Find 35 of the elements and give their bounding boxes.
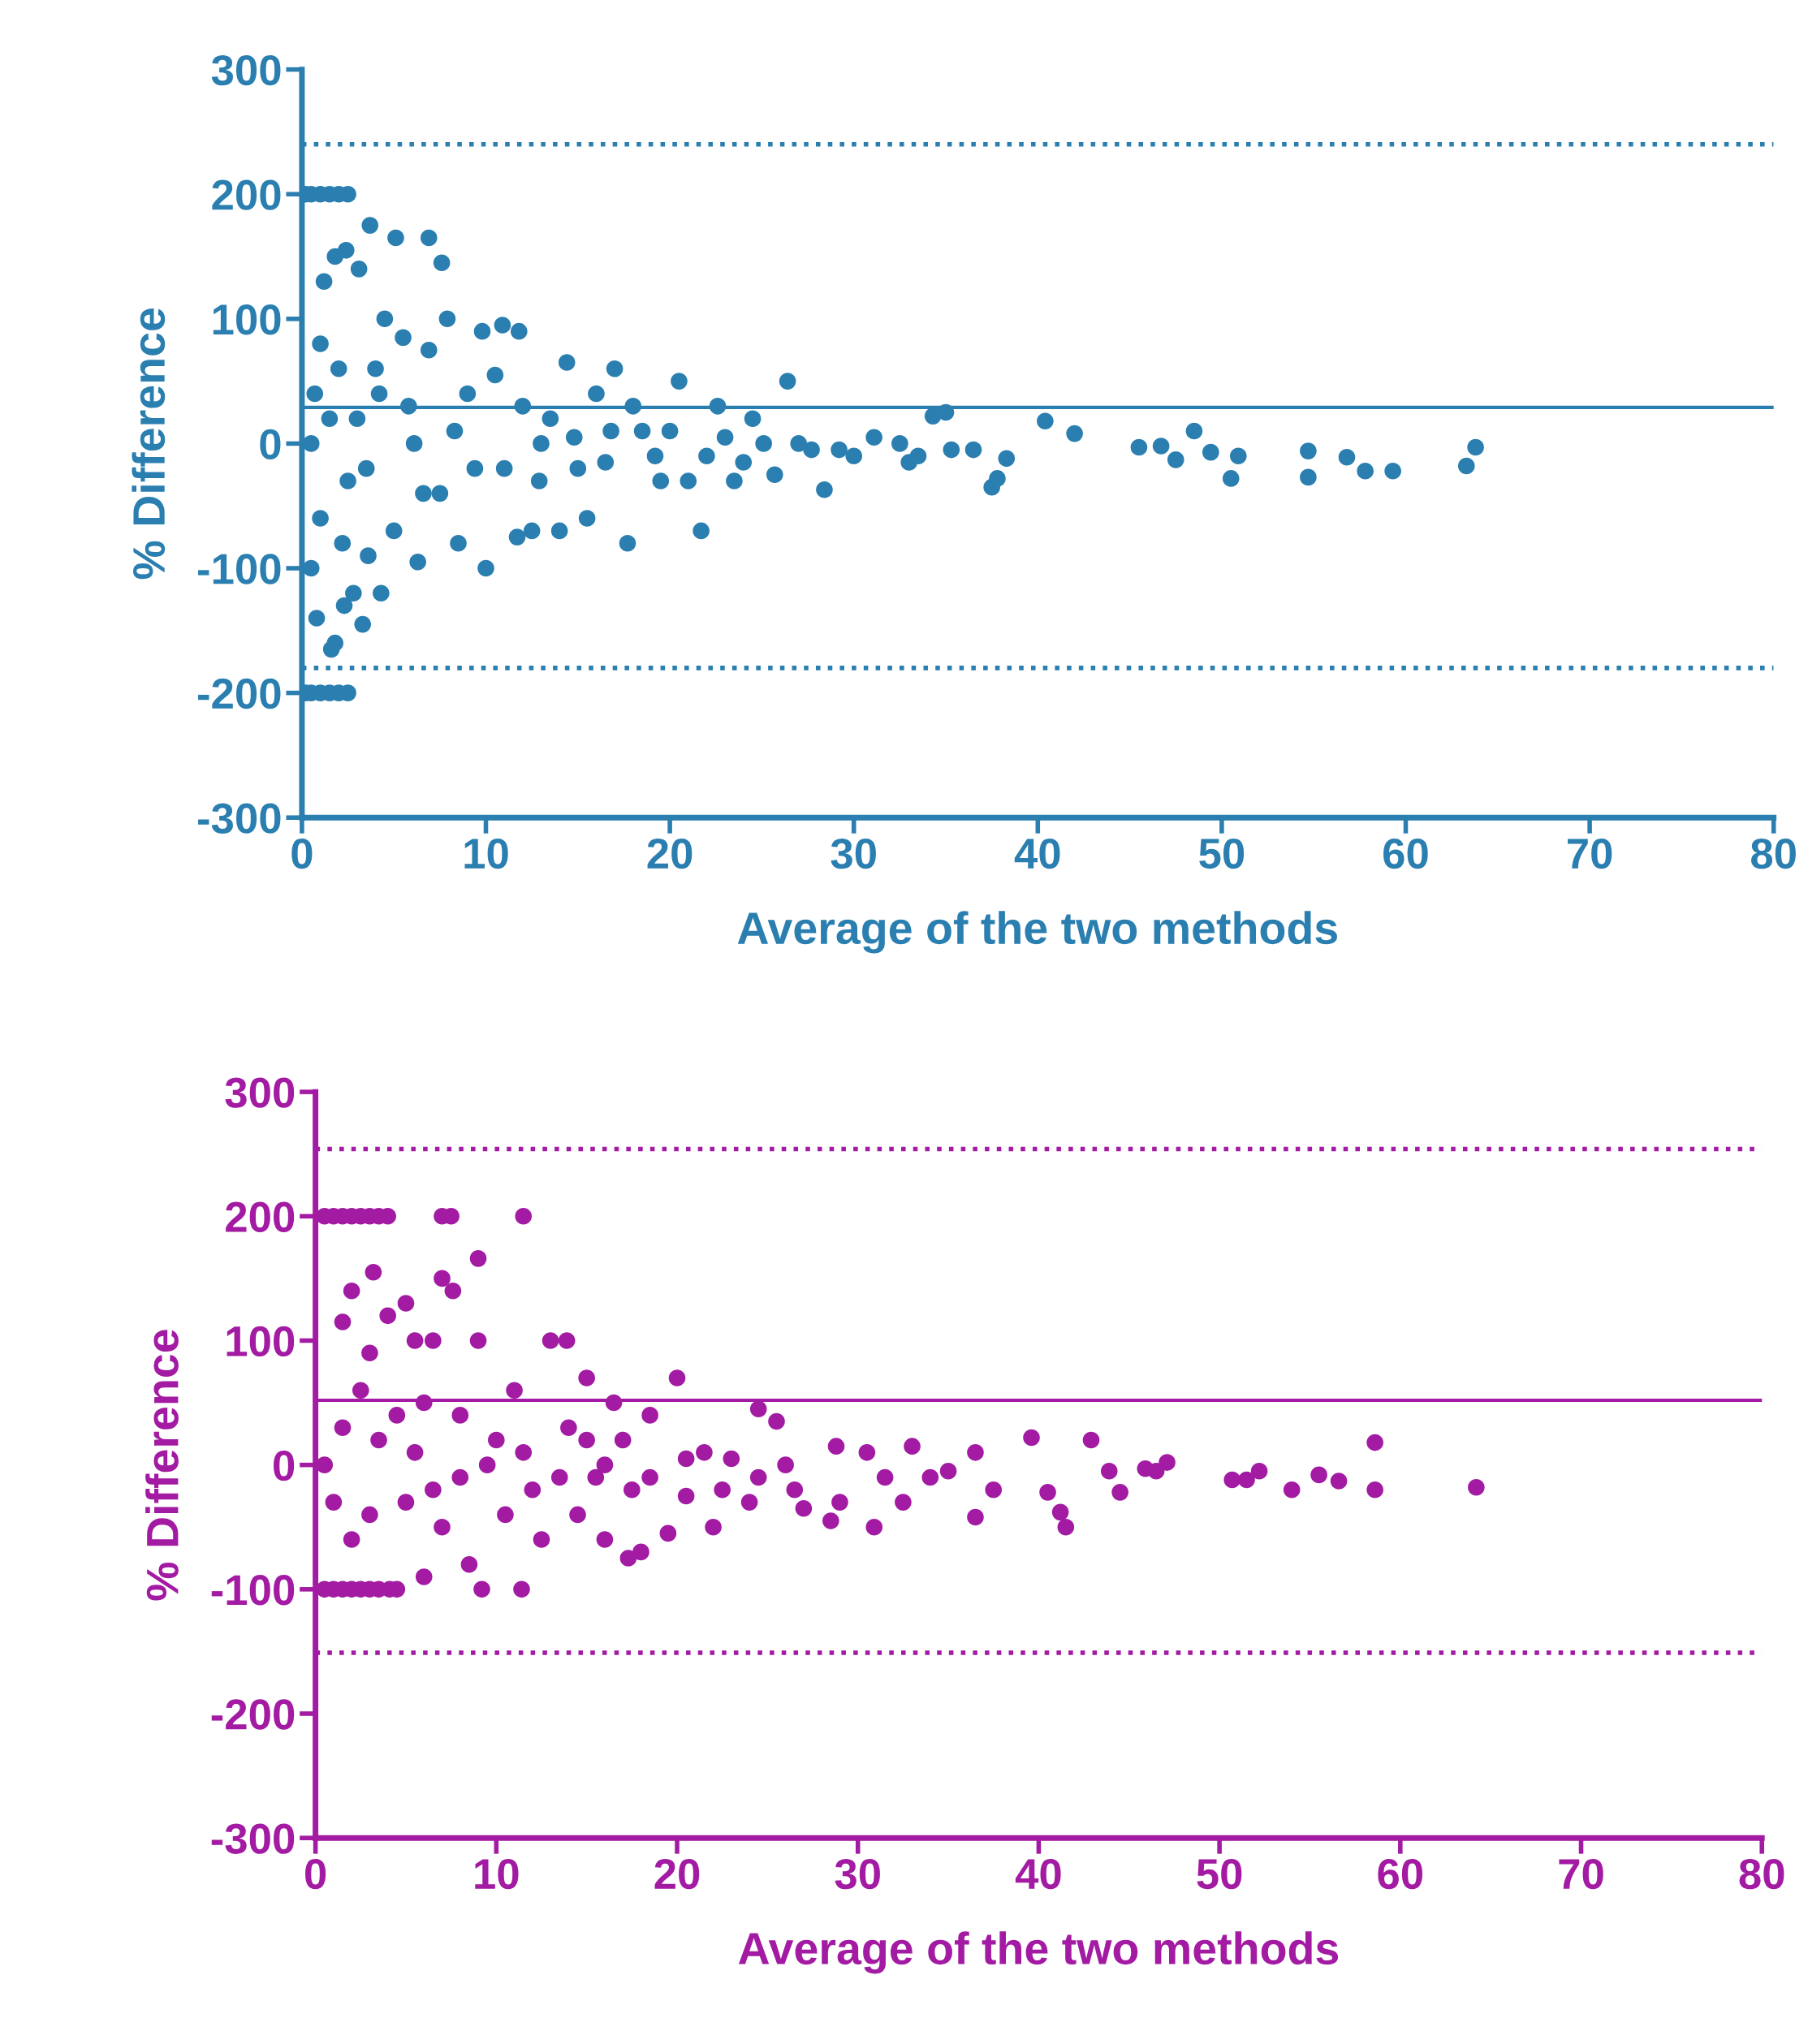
y-tick-label: 200	[226, 1201, 295, 1232]
x-tick-label: 20	[654, 1858, 700, 1890]
x-tick-label: 0	[305, 1858, 326, 1890]
y-axis-title: % Difference	[132, 308, 166, 580]
x-tick-label: 60	[1383, 838, 1428, 869]
y-tick-label: -200	[211, 1699, 295, 1730]
x-tick-label: 10	[464, 838, 508, 869]
x-tick-label: 30	[831, 838, 876, 869]
x-tick-label: 80	[1751, 838, 1796, 869]
x-tick-label: 40	[1015, 1858, 1061, 1890]
y-axis-title: % Difference	[145, 1330, 179, 1601]
x-tick-label: 30	[835, 1858, 880, 1890]
y-tick-label: -300	[211, 1823, 295, 1854]
y-tick-label: 200	[212, 179, 281, 210]
y-tick-label: 300	[225, 1077, 295, 1108]
x-tick-label: 40	[1014, 838, 1060, 869]
y-tick-label: 300	[211, 54, 281, 86]
y-tick-label: -100	[198, 554, 281, 584]
y-tick-label: -200	[198, 678, 281, 709]
x-tick-label: 10	[475, 1858, 519, 1890]
y-tick-label: -100	[211, 1575, 295, 1606]
x-tick-label: 80	[1739, 1858, 1784, 1890]
x-tick-label: 70	[1559, 1858, 1603, 1890]
x-tick-label: 50	[1197, 1858, 1242, 1890]
x-axis-title: Average of the two methods	[738, 1931, 1339, 1974]
y-tick-label: 100	[227, 1326, 295, 1357]
x-tick-label: 20	[647, 838, 693, 869]
y-tick-label: -300	[198, 803, 281, 834]
x-tick-label: 70	[1568, 838, 1612, 869]
y-tick-label: 0	[260, 429, 281, 460]
y-tick-label: 0	[274, 1450, 295, 1481]
x-tick-label: 60	[1378, 1858, 1422, 1890]
x-tick-label: 50	[1199, 838, 1245, 869]
y-tick-label: 100	[213, 304, 281, 335]
x-axis-title: Average of the two methods	[737, 911, 1337, 954]
